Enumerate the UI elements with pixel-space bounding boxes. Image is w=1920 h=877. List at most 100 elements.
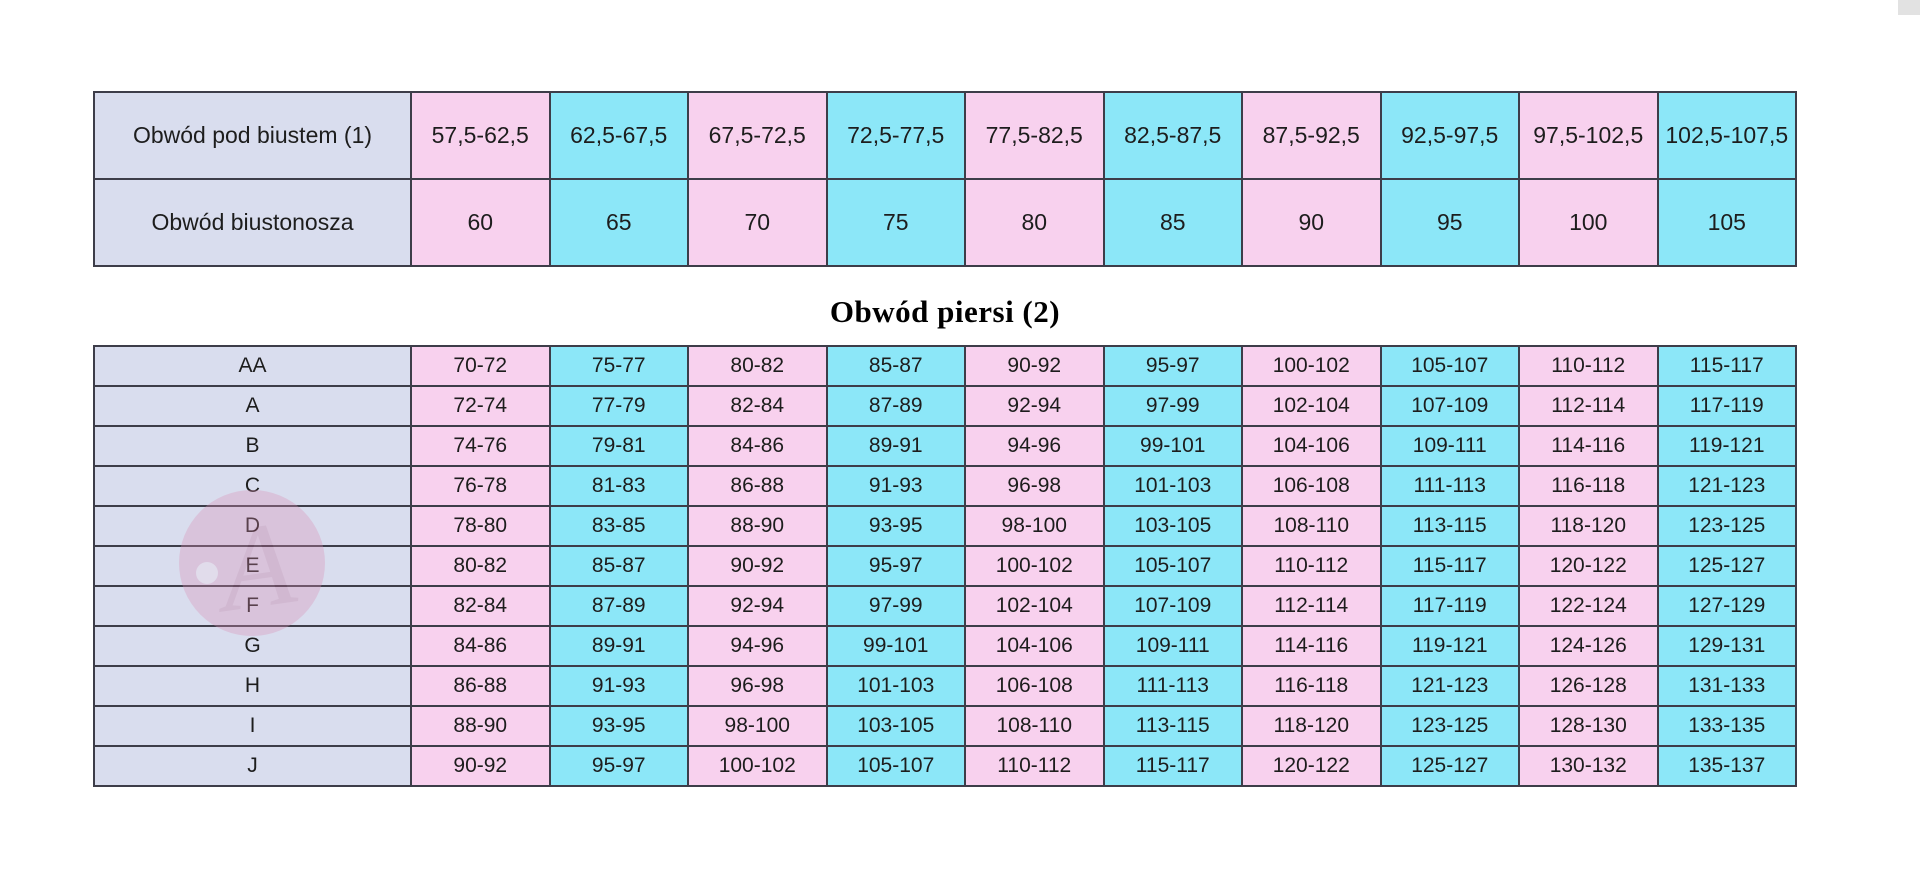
bust-range-cell: 76-78	[410, 465, 551, 507]
bust-range-cell: 95-97	[1102, 345, 1243, 387]
cup-table-row: B 74-76 79-81 84-86 89-91 94-96 99-101 104-106 1…	[93, 425, 1797, 467]
bust-range-cell: 117-119	[1379, 585, 1520, 627]
bust-range-cell: 79-81	[548, 425, 689, 467]
bust-range-cell: 109-111	[1102, 625, 1243, 667]
band-value-cell: 97,5-102,5	[1518, 91, 1659, 180]
bust-range-cell: 126-128	[1518, 665, 1659, 707]
bust-range-cell: 133-135	[1656, 705, 1797, 747]
cup-size-label-cell: A	[93, 385, 412, 427]
band-value-cell: 60	[410, 178, 551, 267]
cup-table-row: G 84-86 89-91 94-96 99-101 104-106 109-111 114-…	[93, 625, 1797, 667]
cup-table-row: D 78-80 83-85 88-90 93-95 98-100 103-105 108-11…	[93, 505, 1797, 547]
band-table-body: Obwód pod biustem (1) 57,5-62,5 62,5-67,5 6…	[93, 91, 1797, 267]
band-value-cell: 67,5-72,5	[687, 91, 828, 180]
band-value-cell: 105	[1656, 178, 1797, 267]
bust-range-cell: 83-85	[548, 505, 689, 547]
bust-range-cell: 113-115	[1379, 505, 1520, 547]
band-row-label-cell: Obwód pod biustem (1)	[93, 91, 412, 180]
bust-range-cell: 84-86	[687, 425, 828, 467]
bust-range-cell: 94-96	[964, 425, 1105, 467]
cup-table-row: I 88-90 93-95 98-100 103-105 108-110 113-115 11…	[93, 705, 1797, 747]
bust-range-cell: 118-120	[1241, 705, 1382, 747]
bust-range-cell: 74-76	[410, 425, 551, 467]
band-value-cell: 92,5-97,5	[1379, 91, 1520, 180]
bust-range-cell: 110-112	[964, 745, 1105, 787]
band-table-row: Obwód biustonosza 60 65 70 75 80 85 90 95 100 105	[93, 178, 1797, 267]
bust-range-cell: 110-112	[1518, 345, 1659, 387]
bust-range-cell: 107-109	[1379, 385, 1520, 427]
bust-range-cell: 82-84	[410, 585, 551, 627]
bust-range-cell: 92-94	[687, 585, 828, 627]
bust-range-cell: 105-107	[1379, 345, 1520, 387]
band-value-cell: 80	[964, 178, 1105, 267]
bust-range-cell: 119-121	[1379, 625, 1520, 667]
bust-range-cell: 108-110	[1241, 505, 1382, 547]
bust-range-cell: 72-74	[410, 385, 551, 427]
bust-range-cell: 88-90	[687, 505, 828, 547]
band-value-cell: 82,5-87,5	[1102, 91, 1243, 180]
band-value-cell: 57,5-62,5	[410, 91, 551, 180]
scrollbar-artifact	[1898, 0, 1920, 15]
band-value-cell: 102,5-107,5	[1656, 91, 1797, 180]
bust-range-cell: 115-117	[1656, 345, 1797, 387]
bust-range-cell: 110-112	[1241, 545, 1382, 587]
bust-range-cell: 122-124	[1518, 585, 1659, 627]
bust-range-cell: 106-108	[1241, 465, 1382, 507]
bust-range-cell: 107-109	[1102, 585, 1243, 627]
bust-range-cell: 82-84	[687, 385, 828, 427]
bust-range-cell: 135-137	[1656, 745, 1797, 787]
cup-size-label-cell: E	[93, 545, 412, 587]
bust-range-cell: 100-102	[1241, 345, 1382, 387]
bust-range-cell: 111-113	[1102, 665, 1243, 707]
band-value-cell: 62,5-67,5	[548, 91, 689, 180]
bust-range-cell: 123-125	[1656, 505, 1797, 547]
bust-range-cell: 125-127	[1379, 745, 1520, 787]
band-value-cell: 70	[687, 178, 828, 267]
bust-range-cell: 116-118	[1241, 665, 1382, 707]
bust-range-cell: 113-115	[1102, 705, 1243, 747]
bust-range-cell: 108-110	[964, 705, 1105, 747]
bust-range-cell: 89-91	[548, 625, 689, 667]
bust-range-cell: 98-100	[687, 705, 828, 747]
cup-table-row: E 80-82 85-87 90-92 95-97 100-102 105-107 110-1…	[93, 545, 1797, 587]
bust-range-cell: 123-125	[1379, 705, 1520, 747]
bust-range-cell: 102-104	[1241, 385, 1382, 427]
bust-range-cell: 85-87	[548, 545, 689, 587]
bust-range-cell: 90-92	[964, 345, 1105, 387]
bust-range-cell: 120-122	[1241, 745, 1382, 787]
cup-size-label-cell: D	[93, 505, 412, 547]
bust-range-cell: 109-111	[1379, 425, 1520, 467]
bust-range-cell: 120-122	[1518, 545, 1659, 587]
bust-range-cell: 92-94	[964, 385, 1105, 427]
bust-range-cell: 88-90	[410, 705, 551, 747]
cup-size-label-cell: C	[93, 465, 412, 507]
cup-size-label-cell: J	[93, 745, 412, 787]
bust-range-cell: 121-123	[1656, 465, 1797, 507]
bust-range-cell: 104-106	[1241, 425, 1382, 467]
bust-range-cell: 121-123	[1379, 665, 1520, 707]
bust-range-cell: 91-93	[825, 465, 966, 507]
bust-range-cell: 106-108	[964, 665, 1105, 707]
bust-range-cell: 125-127	[1656, 545, 1797, 587]
bust-range-cell: 116-118	[1518, 465, 1659, 507]
bust-range-cell: 103-105	[825, 705, 966, 747]
band-value-cell: 77,5-82,5	[964, 91, 1105, 180]
bust-range-cell: 97-99	[1102, 385, 1243, 427]
band-table-row: Obwód pod biustem (1) 57,5-62,5 62,5-67,5 6…	[93, 91, 1797, 180]
bust-range-cell: 119-121	[1656, 425, 1797, 467]
bust-range-cell: 80-82	[687, 345, 828, 387]
bust-range-cell: 97-99	[825, 585, 966, 627]
cup-size-label-cell: F	[93, 585, 412, 627]
bust-range-cell: 78-80	[410, 505, 551, 547]
bust-range-cell: 101-103	[825, 665, 966, 707]
bust-range-cell: 93-95	[548, 705, 689, 747]
bust-range-cell: 99-101	[1102, 425, 1243, 467]
band-row-label-cell: Obwód biustonosza	[93, 178, 412, 267]
cup-table-row: H 86-88 91-93 96-98 101-103 106-108 111-113 116…	[93, 665, 1797, 707]
cup-size-table: AA 70-72 75-77 80-82 85-87 90-92 95-97 100-102 1…	[93, 345, 1797, 787]
band-value-cell: 87,5-92,5	[1241, 91, 1382, 180]
band-value-cell: 85	[1102, 178, 1243, 267]
bust-range-cell: 127-129	[1656, 585, 1797, 627]
band-value-cell: 100	[1518, 178, 1659, 267]
bust-range-cell: 115-117	[1379, 545, 1520, 587]
